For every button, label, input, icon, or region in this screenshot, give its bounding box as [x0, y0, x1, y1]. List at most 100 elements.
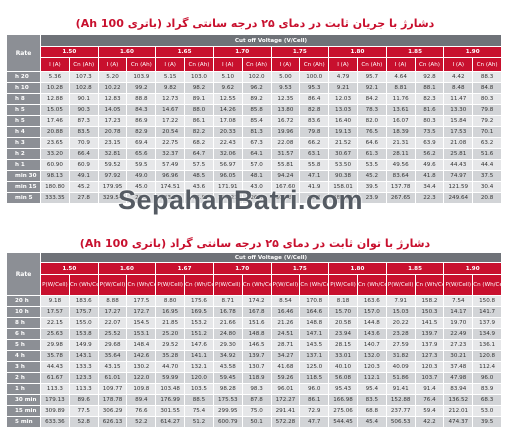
voltage-header: 1.80 — [328, 262, 387, 275]
value-cell: 18.39 — [385, 126, 416, 138]
value-cell: 17.22 — [155, 115, 186, 127]
value-cell: 136.52 — [443, 394, 474, 406]
sub-header: Cn (Wh/Cell) — [299, 274, 330, 296]
value-cell: 5.10 — [212, 71, 243, 83]
value-cell: 179.13 — [40, 394, 70, 406]
value-cell: 56.08 — [328, 372, 358, 384]
value-cell: 63.1 — [299, 148, 330, 160]
table-row: h 5 17.46 87.3 17.23 86.9 17.22 86.1 17.08 85.4 1… — [6, 115, 502, 127]
value-cell: 150.3 — [414, 306, 445, 318]
table2-title: دشارژ با توان ثابت در دمای ۲۵ درجه سانتی… — [79, 237, 431, 250]
value-cell: 121.59 — [443, 181, 474, 193]
value-cell: 12.55 — [212, 93, 243, 105]
value-cell: 23.94 — [328, 328, 358, 340]
value-cell: 14.26 — [212, 104, 243, 116]
value-cell: 8.48 — [443, 82, 474, 94]
value-cell: 83.94 — [443, 383, 474, 395]
value-cell: 21.26 — [270, 317, 301, 329]
value-cell: 137.1 — [299, 350, 330, 362]
value-cell: 153.8 — [68, 328, 99, 340]
table-row: h 5 15.05 90.3 14.05 84.3 14.67 88.0 14.26 85.8 1… — [6, 104, 502, 116]
value-cell: 95.43 — [328, 383, 358, 395]
value-cell: 59.5 — [126, 159, 157, 171]
value-cell: 56.97 — [212, 159, 243, 171]
value-cell: 95.4 — [356, 383, 387, 395]
value-cell: 127.3 — [414, 350, 445, 362]
value-cell: 41.68 — [270, 361, 301, 373]
value-cell: 21.31 — [385, 137, 416, 149]
value-cell: 103.9 — [126, 71, 157, 83]
value-cell: 29.98 — [40, 339, 70, 351]
sub-header: Cn (Ah) — [356, 57, 387, 72]
value-cell: 90.3 — [68, 104, 99, 116]
value-cell: 132.1 — [184, 361, 214, 373]
sub-header: I (A) — [385, 57, 416, 72]
value-cell: 48.1 — [241, 170, 272, 182]
value-cell: 96.96 — [155, 170, 186, 182]
value-cell: 134.9 — [472, 328, 502, 340]
value-cell: 7.91 — [385, 295, 416, 307]
value-cell: 49.56 — [385, 159, 416, 171]
sub-header: I (A) — [155, 57, 186, 72]
table-row: h 4 20.88 83.5 20.78 82.9 20.54 82.2 20.33 81.3 1… — [6, 126, 502, 138]
rate-cell: h 3 — [6, 137, 41, 149]
value-cell: 83.64 — [385, 170, 416, 182]
value-cell: 109.77 — [97, 383, 128, 395]
value-cell: 572.28 — [270, 416, 301, 428]
value-cell: 25.81 — [443, 148, 474, 160]
value-cell: 11.76 — [385, 93, 416, 105]
value-cell: 8.88 — [97, 295, 128, 307]
value-cell: 82.9 — [126, 126, 157, 138]
sub-header: Cn (Ah) — [184, 57, 214, 72]
value-cell: 150.8 — [472, 295, 502, 307]
value-cell: 506.53 — [385, 416, 416, 428]
value-cell: 14.17 — [443, 306, 474, 318]
value-cell: 28.71 — [270, 339, 301, 351]
value-cell: 68.2 — [184, 137, 214, 149]
value-cell: 4.42 — [443, 71, 474, 83]
table-row: 5 min 633.36 52.8 626.13 52.2 614.27 51.2 600.7… — [6, 416, 502, 428]
value-cell: 30.21 — [443, 350, 474, 362]
rate-cell: 3 h — [6, 361, 41, 373]
table-row: 2 h 61.67 123.3 61.01 122.0 59.99 120.0 59.45 11… — [6, 372, 502, 384]
value-cell: 15.70 — [328, 306, 358, 318]
value-cell: 180.80 — [40, 181, 70, 193]
value-cell: 13.80 — [270, 104, 301, 116]
value-cell: 51.86 — [385, 372, 416, 384]
value-cell: 34.92 — [212, 350, 243, 362]
table-row: h 1 60.90 60.9 59.52 59.5 57.49 57.5 56.97 57.0 5… — [6, 159, 502, 171]
voltage-header: 1.65 — [155, 46, 214, 58]
value-cell: 90.38 — [328, 170, 358, 182]
value-cell: 154.5 — [126, 317, 157, 329]
value-cell: 15.05 — [40, 104, 70, 116]
value-cell: 55.81 — [270, 159, 301, 171]
value-cell: 96.2 — [241, 82, 272, 94]
value-cell: 49.0 — [126, 170, 157, 182]
value-cell: 5.36 — [40, 71, 70, 83]
value-cell: 22.3 — [414, 192, 445, 204]
value-cell: 52.2 — [126, 416, 157, 428]
table-row: 30 min 179.13 89.6 178.78 89.4 176.99 88.5 175.… — [6, 394, 502, 406]
table-row: h 10 10.28 102.8 10.22 99.2 9.82 98.2 9.62 96.2 9… — [6, 82, 502, 94]
value-cell: 153.2 — [184, 317, 214, 329]
value-cell: 96.05 — [212, 170, 243, 182]
value-cell: 17.53 — [443, 126, 474, 138]
rate-cell: min 5 — [6, 192, 41, 204]
value-cell: 88.3 — [472, 71, 502, 83]
value-cell: 12.73 — [155, 93, 186, 105]
rate-cell: h 10 — [6, 82, 41, 94]
value-cell: 26.9 — [184, 192, 214, 204]
value-cell: 82.2 — [184, 126, 214, 138]
value-cell: 175.53 — [212, 394, 243, 406]
rate-cell: 5 min — [6, 416, 41, 428]
table1-title: دشارژ با جریان ثابت در دمای ۲۵ درجه سانت… — [75, 17, 435, 30]
value-cell: 12.35 — [270, 93, 301, 105]
value-cell: 86.1 — [299, 394, 330, 406]
value-cell: 82.3 — [414, 93, 445, 105]
value-cell: 29.68 — [97, 339, 128, 351]
value-cell: 81.3 — [241, 126, 272, 138]
value-cell: 19.96 — [270, 126, 301, 138]
value-cell: 32.81 — [97, 148, 128, 160]
value-cell: 147.6 — [184, 339, 214, 351]
